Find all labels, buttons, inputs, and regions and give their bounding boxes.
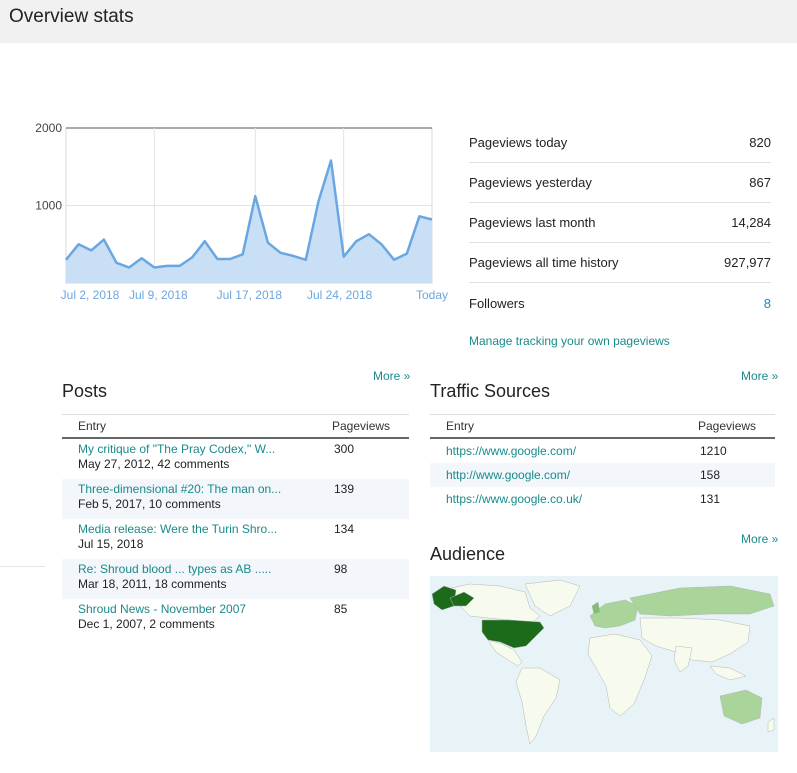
country-uk — [591, 601, 601, 615]
stat-label: Pageviews today — [469, 135, 568, 150]
post-meta: Dec 1, 2007, 2 comments — [78, 617, 215, 631]
stat-value: 867 — [749, 175, 771, 190]
post-link[interactable]: Re: Shroud blood ... types as AB ..... — [78, 562, 272, 576]
posts-title: Posts — [62, 381, 108, 401]
post-link[interactable]: Three-dimensional #20: The man on... — [78, 482, 282, 496]
table-row: https://www.google.co.uk/ 131 — [430, 487, 775, 511]
table-row: http://www.google.com/ 158 — [430, 463, 775, 487]
series-line — [65, 159, 433, 269]
post-meta: Mar 18, 2011, 18 comments — [78, 577, 227, 591]
stat-row-all-time: Pageviews all time history 927,977 — [469, 243, 771, 283]
traffic-source-link[interactable]: https://www.google.co.uk/ — [446, 492, 583, 506]
posts-more-link[interactable]: More » — [373, 369, 411, 383]
traffic-title: Traffic Sources — [430, 381, 551, 401]
stat-label: Pageviews last month — [469, 215, 596, 230]
country-se-asia — [709, 665, 747, 681]
country-africa — [587, 633, 653, 717]
traffic-views: 131 — [700, 492, 721, 506]
x-tick-label: Today — [416, 288, 448, 302]
manage-tracking-link[interactable]: Manage tracking your own pageviews — [469, 334, 670, 348]
post-views: 300 — [334, 442, 355, 456]
country-russia — [629, 585, 775, 617]
col-entry: Entry — [78, 419, 107, 433]
page-header: Overview stats — [0, 0, 797, 43]
post-meta: May 27, 2012, 42 comments — [78, 457, 230, 471]
post-link[interactable]: My critique of "The Pray Codex," W... — [78, 442, 276, 456]
x-tick-label: Jul 2, 2018 — [61, 288, 120, 302]
country-usa — [481, 619, 545, 649]
country-new-zealand — [767, 717, 775, 733]
y-tick-label: 1000 — [35, 199, 62, 213]
country-south-america — [515, 667, 561, 745]
country-greenland — [524, 579, 581, 617]
x-tick-label: Jul 24, 2018 — [307, 288, 373, 302]
stat-value: 14,284 — [731, 215, 771, 230]
x-tick-label: Jul 9, 2018 — [129, 288, 188, 302]
col-pageviews: Pageviews — [698, 419, 757, 433]
page-title: Overview stats — [9, 6, 134, 27]
traffic-views: 158 — [700, 468, 721, 482]
table-row: My critique of "The Pray Codex," W... May… — [62, 439, 409, 479]
country-canada-east — [449, 591, 475, 607]
divider — [0, 566, 45, 567]
traffic-table: Entry Pageviews https://www.google.com/ … — [430, 414, 775, 511]
traffic-source-link[interactable]: https://www.google.com/ — [446, 444, 577, 458]
post-views: 98 — [334, 562, 348, 576]
posts-table-header: Entry Pageviews — [62, 414, 409, 439]
traffic-table-header: Entry Pageviews — [430, 414, 775, 439]
stats-panel: Pageviews today 820 Pageviews yesterday … — [469, 123, 771, 323]
x-tick-label: Jul 17, 2018 — [217, 288, 283, 302]
post-views: 134 — [334, 522, 355, 536]
country-mexico — [487, 639, 523, 667]
col-pageviews: Pageviews — [332, 419, 391, 433]
traffic-more-link[interactable]: More » — [741, 369, 779, 383]
pageviews-chart: 2000 1000 Jul 2, 2018 Jul 9, 2018 Jul 17, 20… — [35, 121, 448, 302]
posts-table: Entry Pageviews My critique of "The Pray… — [62, 414, 409, 639]
post-link[interactable]: Shroud News - November 2007 — [78, 602, 247, 616]
stat-row-last-month: Pageviews last month 14,284 — [469, 203, 771, 243]
table-row: Shroud News - November 2007 Dec 1, 2007, … — [62, 599, 409, 639]
table-row: https://www.google.com/ 1210 — [430, 439, 775, 463]
traffic-source-link[interactable]: http://www.google.com/ — [446, 468, 571, 482]
traffic-views: 1210 — [700, 444, 727, 458]
col-entry: Entry — [446, 419, 475, 433]
y-tick-label: 2000 — [35, 121, 62, 135]
stat-label: Followers — [469, 295, 525, 311]
stat-row-yesterday: Pageviews yesterday 867 — [469, 163, 771, 203]
stat-row-followers: Followers 8 — [469, 283, 771, 323]
stat-value: 820 — [749, 135, 771, 150]
followers-link[interactable]: 8 — [763, 295, 771, 311]
post-link[interactable]: Media release: Were the Turin Shro... — [78, 522, 278, 536]
stat-row-today: Pageviews today 820 — [469, 123, 771, 163]
post-views: 85 — [334, 602, 348, 616]
stat-value: 927,977 — [724, 255, 771, 270]
post-views: 139 — [334, 482, 355, 496]
stat-label: Pageviews all time history — [469, 255, 619, 270]
audience-world-map[interactable] — [430, 576, 778, 752]
audience-title: Audience — [430, 544, 506, 564]
country-europe — [589, 599, 639, 629]
table-row: Re: Shroud blood ... types as AB ..... Ma… — [62, 559, 409, 599]
table-row: Media release: Were the Turin Shro... Jul… — [62, 519, 409, 559]
country-australia — [719, 689, 763, 725]
series-area — [66, 160, 432, 283]
stat-label: Pageviews yesterday — [469, 175, 592, 190]
country-asia — [639, 617, 751, 663]
country-india — [673, 645, 693, 673]
post-meta: Jul 15, 2018 — [78, 537, 144, 551]
audience-more-link[interactable]: More » — [741, 532, 779, 546]
post-meta: Feb 5, 2017, 10 comments — [78, 497, 221, 511]
table-row: Three-dimensional #20: The man on... Feb … — [62, 479, 409, 519]
